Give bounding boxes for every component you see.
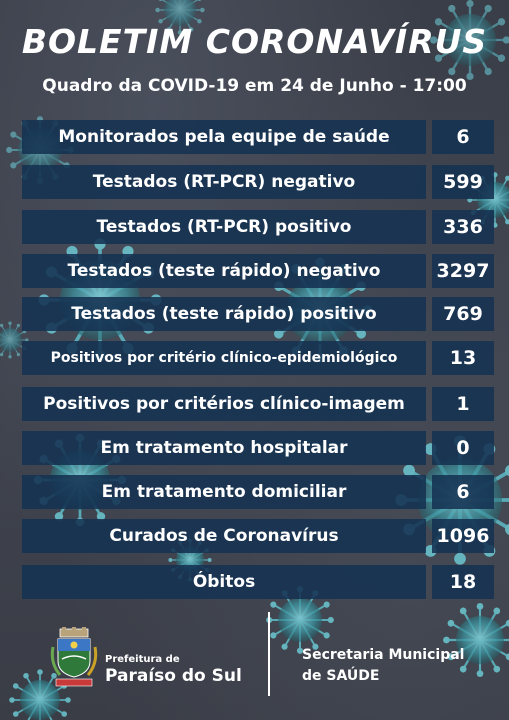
row-label: Testados (teste rápido) positivo bbox=[22, 297, 426, 331]
row-label: Em tratamento hospitalar bbox=[22, 431, 426, 465]
row-label: Testados (teste rápido) negativo bbox=[22, 254, 426, 288]
prefeitura-name: Paraíso do Sul bbox=[105, 666, 242, 686]
coat-of-arms-icon bbox=[50, 627, 98, 687]
row-label: Testados (RT-PCR) negativo bbox=[22, 165, 426, 199]
row-label: Em tratamento domiciliar bbox=[22, 475, 426, 509]
row-value: 0 bbox=[432, 431, 494, 465]
row-value: 769 bbox=[432, 297, 494, 331]
row-label: Positivos por critério clínico-epidemiol… bbox=[22, 341, 426, 375]
row-value: 1096 bbox=[432, 519, 494, 553]
row-value: 3297 bbox=[432, 254, 494, 288]
prefeitura-label: Prefeitura de bbox=[105, 654, 180, 665]
row-value: 1 bbox=[432, 387, 494, 421]
row-value: 6 bbox=[432, 120, 494, 154]
footer-divider bbox=[268, 612, 270, 696]
row-value: 13 bbox=[432, 341, 494, 375]
row-label: Óbitos bbox=[22, 565, 426, 599]
row-value: 336 bbox=[432, 210, 494, 244]
secretaria-line-2: de SAÚDE bbox=[302, 668, 380, 684]
secretaria-line-1: Secretaria Municipal bbox=[302, 647, 465, 663]
row-label: Positivos por critérios clínico-imagem bbox=[22, 387, 426, 421]
row-value: 6 bbox=[432, 475, 494, 509]
row-label: Testados (RT-PCR) positivo bbox=[22, 210, 426, 244]
row-value: 599 bbox=[432, 165, 494, 199]
page-title: BOLETIM CORONAVÍRUS bbox=[21, 22, 488, 61]
row-label: Monitorados pela equipe de saúde bbox=[22, 120, 426, 154]
row-value: 18 bbox=[432, 565, 494, 599]
page-subtitle: Quadro da COVID-19 em 24 de Junho - 17:0… bbox=[42, 76, 467, 96]
row-label: Curados de Coronavírus bbox=[22, 519, 426, 553]
